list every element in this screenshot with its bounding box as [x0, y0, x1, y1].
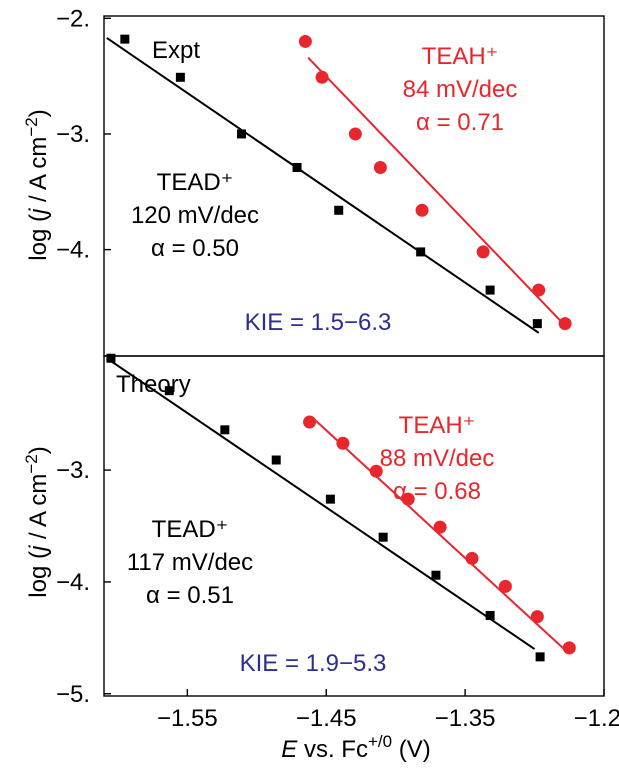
tead-data-point	[164, 386, 174, 396]
y-axis-label-top: log (j / A cm−2)	[22, 109, 52, 260]
teah-data-point	[401, 492, 415, 506]
teah-label-line: 84 mV/dec	[403, 76, 518, 103]
tead-fit-line	[106, 357, 536, 650]
teah-label-line: α = 0.68	[393, 478, 481, 505]
y-tick-label: −2.	[56, 5, 90, 32]
y-tick-label: −5.	[56, 681, 90, 708]
teah-data-point	[476, 245, 490, 259]
tead-data-point	[106, 353, 116, 363]
tead-data-point	[292, 162, 302, 172]
teah-data-point	[336, 436, 350, 450]
tead-data-point	[485, 610, 495, 620]
y-tick-label: −4.	[56, 569, 90, 596]
teah-data-point	[373, 160, 387, 174]
tead-data-point	[220, 425, 230, 435]
teah-label-line: TEAH⁺	[399, 412, 476, 439]
tead-label-line: α = 0.50	[151, 235, 239, 262]
teah-data-point	[465, 551, 479, 565]
kie-annotation: KIE = 1.9−5.3	[240, 650, 387, 677]
teah-data-point	[562, 641, 576, 655]
tead-data-point	[175, 72, 185, 82]
tead-data-point	[378, 532, 388, 542]
y-tick-label: −3.	[56, 121, 90, 148]
teah-label-line: 88 mV/dec	[380, 445, 495, 472]
teah-data-point	[532, 283, 546, 297]
teah-fit-line	[307, 56, 562, 322]
teah-fit-line	[311, 416, 568, 652]
panel-expt: −2. −3. −4. TEAD⁺ 120 mV/dec α = 0.50 TEAH⁺ 84 …	[56, 5, 605, 357]
panel-label: Theory	[116, 371, 191, 398]
tead-label-line: α = 0.51	[146, 582, 234, 609]
panel-theory: −3. −4. −5. −1.55 −1.45 −1.35 −1.25 TEAD⁺ 117 mV…	[56, 353, 619, 732]
teah-label-line: TEAH⁺	[422, 43, 499, 70]
tead-data-point	[334, 205, 344, 215]
panel-label: Expt	[152, 37, 200, 64]
tead-data-point	[485, 285, 495, 295]
y-axis-label-bottom: log (j / A cm−2)	[22, 446, 52, 597]
teah-data-point	[298, 34, 312, 48]
tead-data-point	[532, 319, 542, 329]
teah-data-point	[433, 520, 447, 534]
x-axis-label: E vs. Fc+/0 (V)	[281, 732, 430, 763]
tead-fit-line	[106, 37, 540, 334]
teah-data-point	[415, 203, 429, 217]
tead-data-point	[120, 34, 130, 44]
teah-data-point	[348, 127, 362, 141]
x-tick-label: −1.35	[435, 705, 496, 732]
teah-data-point	[369, 464, 383, 478]
tead-data-point	[535, 652, 545, 662]
tead-data-point	[237, 129, 246, 139]
x-tick-label: −1.25	[574, 705, 619, 732]
tead-data-point	[271, 455, 281, 465]
tead-data-point	[325, 494, 335, 504]
y-tick-label: −4.	[56, 237, 90, 264]
y-tick-label: −3.	[56, 457, 90, 484]
teah-data-point	[303, 415, 317, 429]
tead-data-point	[416, 247, 426, 257]
tead-label-line: TEAD⁺	[157, 169, 234, 196]
kie-annotation: KIE = 1.5−6.3	[245, 309, 392, 336]
x-tick-label: −1.55	[157, 705, 218, 732]
x-tick-label: −1.45	[296, 705, 357, 732]
teah-data-point	[315, 70, 329, 84]
teah-label-line: α = 0.71	[416, 109, 504, 136]
teah-data-point	[498, 579, 512, 593]
tead-data-point	[431, 570, 441, 580]
tead-label-line: 120 mV/dec	[131, 202, 259, 229]
teah-data-point	[558, 317, 572, 331]
plot-frame	[103, 355, 605, 697]
tead-label-line: 117 mV/dec	[127, 549, 253, 576]
tead-label-line: TEAD⁺	[152, 516, 229, 543]
teah-data-point	[530, 610, 544, 624]
